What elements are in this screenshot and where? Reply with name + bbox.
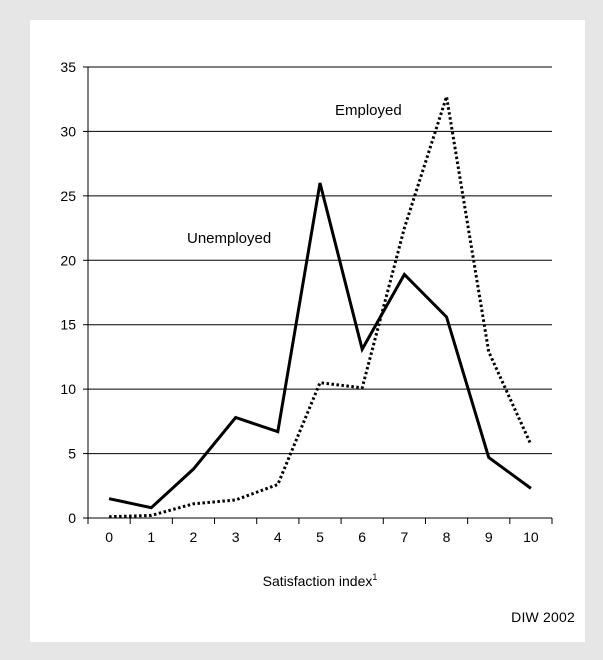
series-labels: Unemployed Employed xyxy=(187,102,402,247)
x-tick-label: 0 xyxy=(105,529,113,545)
y-tick-label: 20 xyxy=(60,252,76,268)
x-tick-label: 6 xyxy=(358,529,366,545)
x-tick-label: 7 xyxy=(400,529,408,545)
x-tick-label: 5 xyxy=(316,529,324,545)
y-tick-label: 10 xyxy=(60,381,76,397)
y-tick-label: 35 xyxy=(60,59,76,75)
series-lines xyxy=(108,96,533,519)
line-chart: 0 5 10 15 20 25 30 35 0 1 2 3 4 5 6 7 8 9 10 Unemployed Em… xyxy=(60,59,575,625)
y-tick-label: 5 xyxy=(68,446,76,462)
y-tick-label: 0 xyxy=(68,510,76,526)
x-axis-title: Satisfaction index1 xyxy=(263,572,378,589)
x-tick-label: 9 xyxy=(485,529,493,545)
chart-panel: 0 5 10 15 20 25 30 35 0 1 2 3 4 5 6 7 8 9 10 Unemployed Em… xyxy=(30,20,585,642)
x-tick-label: 2 xyxy=(190,529,198,545)
y-axis-ticks: 0 5 10 15 20 25 30 35 xyxy=(60,59,88,526)
y-tick-label: 15 xyxy=(60,317,76,333)
x-tick-label: 1 xyxy=(147,529,155,545)
unemployed-series-label: Unemployed xyxy=(187,230,271,247)
employed-series-line xyxy=(109,96,533,519)
employed-series-label: Employed xyxy=(335,102,402,119)
x-tick-label: 3 xyxy=(232,529,240,545)
axes xyxy=(87,67,552,519)
x-tick-label: 8 xyxy=(443,529,451,545)
y-tick-label: 25 xyxy=(60,188,76,204)
y-tick-label: 30 xyxy=(60,123,76,139)
x-axis-ticks: 0 1 2 3 4 5 6 7 8 9 10 xyxy=(87,518,553,545)
grid-lines xyxy=(88,66,552,455)
x-tick-label: 4 xyxy=(274,529,282,545)
source-note: DIW 2002 xyxy=(511,609,575,625)
x-tick-label: 10 xyxy=(523,529,539,545)
